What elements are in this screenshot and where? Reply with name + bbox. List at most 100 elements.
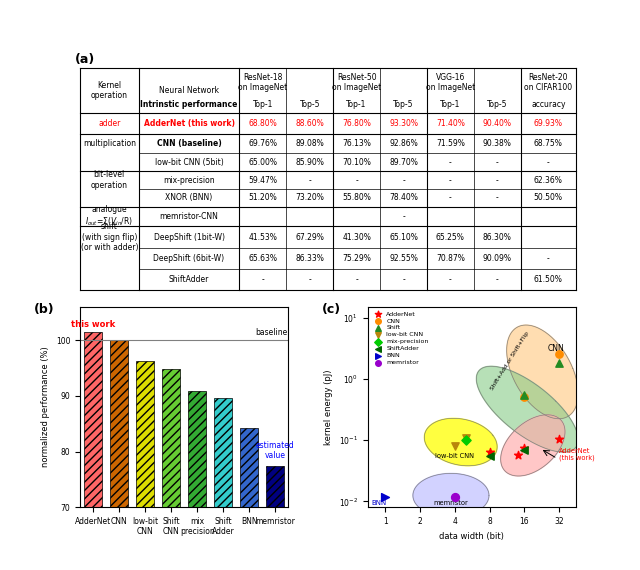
Point: [484, 451, 495, 461]
Text: ResNet-18
on ImageNet: ResNet-18 on ImageNet: [238, 72, 287, 92]
Text: (a): (a): [75, 53, 95, 66]
Text: 90.09%: 90.09%: [483, 254, 512, 263]
Text: -: -: [308, 176, 311, 185]
Point: [461, 435, 471, 445]
Point: [554, 359, 564, 368]
Text: shift
(with sign flip)
(or with adder): shift (with sign flip) (or with adder): [81, 222, 138, 252]
Text: -: -: [449, 176, 452, 185]
Point: [461, 433, 471, 442]
Text: 71.40%: 71.40%: [436, 119, 465, 128]
Text: CNN (baseline): CNN (baseline): [157, 139, 221, 148]
Text: 89.70%: 89.70%: [389, 158, 418, 167]
Text: AdderNet
(this work): AdderNet (this work): [559, 447, 595, 461]
Text: 93.30%: 93.30%: [389, 119, 418, 128]
Text: DeepShift (1bit-W): DeepShift (1bit-W): [154, 233, 225, 242]
Text: analogue
$I_{out}$=Σ($V_{in}$/R): analogue $I_{out}$=Σ($V_{in}$/R): [85, 205, 133, 228]
Text: 68.75%: 68.75%: [534, 139, 563, 148]
Text: AdderNet (this work): AdderNet (this work): [143, 119, 234, 128]
Text: -: -: [402, 212, 405, 221]
Text: Top-1: Top-1: [253, 100, 273, 109]
Text: Kernel
operation: Kernel operation: [91, 81, 128, 100]
Y-axis label: normalized performance (%): normalized performance (%): [41, 347, 50, 467]
Text: 70.10%: 70.10%: [342, 158, 371, 167]
Text: accuracy: accuracy: [531, 100, 566, 109]
Text: this work: this work: [71, 320, 115, 329]
Text: 73.20%: 73.20%: [295, 193, 324, 202]
Text: -: -: [449, 158, 452, 167]
Text: estimated
value: estimated value: [256, 441, 295, 460]
Text: CNN: CNN: [547, 344, 564, 353]
Text: 90.40%: 90.40%: [483, 119, 512, 128]
Text: 61.50%: 61.50%: [534, 275, 563, 284]
Text: memristor: memristor: [433, 500, 468, 506]
Bar: [84, 332, 102, 570]
Text: -: -: [496, 275, 499, 284]
Text: 50.50%: 50.50%: [534, 193, 563, 202]
Text: 62.36%: 62.36%: [534, 176, 563, 185]
Bar: [214, 398, 232, 570]
Text: 68.80%: 68.80%: [248, 119, 277, 128]
Text: 65.10%: 65.10%: [389, 233, 418, 242]
Polygon shape: [476, 367, 578, 452]
Point: [450, 442, 460, 451]
Y-axis label: kernel energy (pJ): kernel energy (pJ): [324, 369, 333, 445]
Polygon shape: [507, 325, 578, 419]
Point: [519, 393, 529, 402]
Text: -: -: [402, 275, 405, 284]
Text: memristor-CNN: memristor-CNN: [159, 212, 218, 221]
Bar: [240, 428, 259, 570]
Text: 59.47%: 59.47%: [248, 176, 277, 185]
Text: 92.55%: 92.55%: [389, 254, 418, 263]
Text: -: -: [355, 275, 358, 284]
Text: -: -: [449, 193, 452, 202]
Bar: [266, 466, 285, 570]
Text: 65.00%: 65.00%: [248, 158, 277, 167]
Text: 88.60%: 88.60%: [296, 119, 324, 128]
Text: (b): (b): [34, 303, 55, 316]
Text: -: -: [547, 158, 550, 167]
Text: (c): (c): [322, 303, 341, 316]
Polygon shape: [413, 473, 489, 518]
Bar: [162, 369, 180, 570]
Text: low-bit CNN: low-bit CNN: [435, 453, 474, 458]
Text: -: -: [402, 176, 405, 185]
Point: [519, 445, 529, 454]
Text: 76.80%: 76.80%: [342, 119, 371, 128]
Point: [554, 434, 564, 443]
Bar: [110, 340, 128, 570]
Polygon shape: [424, 418, 497, 466]
Point: [513, 450, 523, 459]
Legend: AdderNet, CNN, Shift, low-bit CNN, mix-precision, ShiftAdder, BNN, memristor: AdderNet, CNN, Shift, low-bit CNN, mix-p…: [371, 310, 430, 367]
Text: 90.38%: 90.38%: [483, 139, 511, 148]
Point: [380, 492, 390, 501]
Text: Top-5: Top-5: [393, 100, 413, 109]
Text: 41.53%: 41.53%: [248, 233, 277, 242]
Text: 85.90%: 85.90%: [295, 158, 324, 167]
Text: 86.33%: 86.33%: [295, 254, 324, 263]
Text: Top-5: Top-5: [300, 100, 320, 109]
Text: 76.13%: 76.13%: [342, 139, 371, 148]
Text: -: -: [308, 275, 311, 284]
Text: Top-5: Top-5: [487, 100, 508, 109]
Text: 92.86%: 92.86%: [389, 139, 418, 148]
Point: [519, 443, 529, 453]
Text: adder: adder: [98, 119, 120, 128]
Text: -: -: [547, 254, 550, 263]
Text: 86.30%: 86.30%: [483, 233, 511, 242]
Text: -: -: [355, 176, 358, 185]
Text: BNN: BNN: [371, 500, 387, 506]
Text: Neural Network: Neural Network: [159, 86, 219, 95]
Text: VGG-16
on ImageNet: VGG-16 on ImageNet: [426, 72, 475, 92]
Text: -: -: [496, 158, 499, 167]
Bar: [136, 361, 154, 570]
Point: [450, 492, 460, 501]
Text: 69.93%: 69.93%: [534, 119, 563, 128]
Text: Top-1: Top-1: [346, 100, 367, 109]
Text: 55.80%: 55.80%: [342, 193, 371, 202]
Text: -: -: [496, 176, 499, 185]
Point: [554, 350, 564, 359]
Polygon shape: [500, 415, 565, 476]
Point: [484, 447, 495, 456]
Text: DeepShift (6bit-W): DeepShift (6bit-W): [154, 254, 225, 263]
Text: 71.59%: 71.59%: [436, 139, 465, 148]
